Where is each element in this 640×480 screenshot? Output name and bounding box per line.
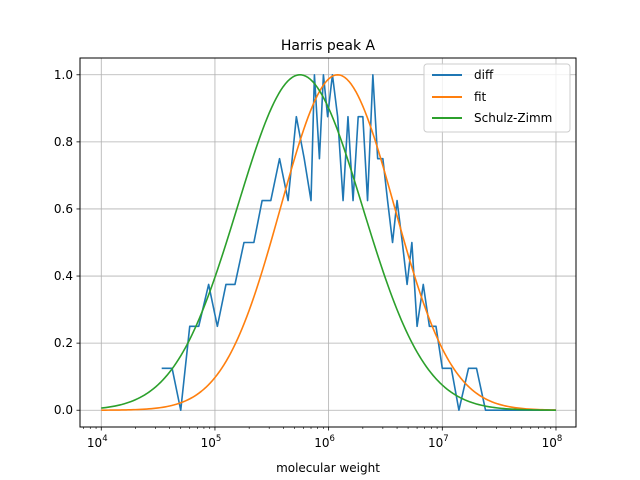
x-axis-label: molecular weight <box>276 461 380 475</box>
y-tick-label: 0.0 <box>54 403 73 417</box>
series-line-fit <box>101 73 556 411</box>
y-tick-label: 0.2 <box>54 336 73 350</box>
series-layer <box>101 73 556 412</box>
series-line-schulz-zimm <box>101 74 556 411</box>
legend-label-fit: fit <box>474 90 487 104</box>
series-line-diff <box>161 73 556 412</box>
legend: diff fit Schulz-Zimm <box>423 63 571 133</box>
legend-label-schulz-zimm: Schulz-Zimm <box>474 111 552 125</box>
legend-label-diff: diff <box>474 68 494 82</box>
chart-title: Harris peak A <box>281 38 376 54</box>
y-tick-label: 0.4 <box>54 269 73 283</box>
legend-box <box>423 63 571 133</box>
plot-frame <box>79 57 577 428</box>
y-tick-label: 0.6 <box>54 202 73 216</box>
y-tick-label: 1.0 <box>54 68 73 82</box>
y-tick-label: 0.8 <box>54 135 73 149</box>
